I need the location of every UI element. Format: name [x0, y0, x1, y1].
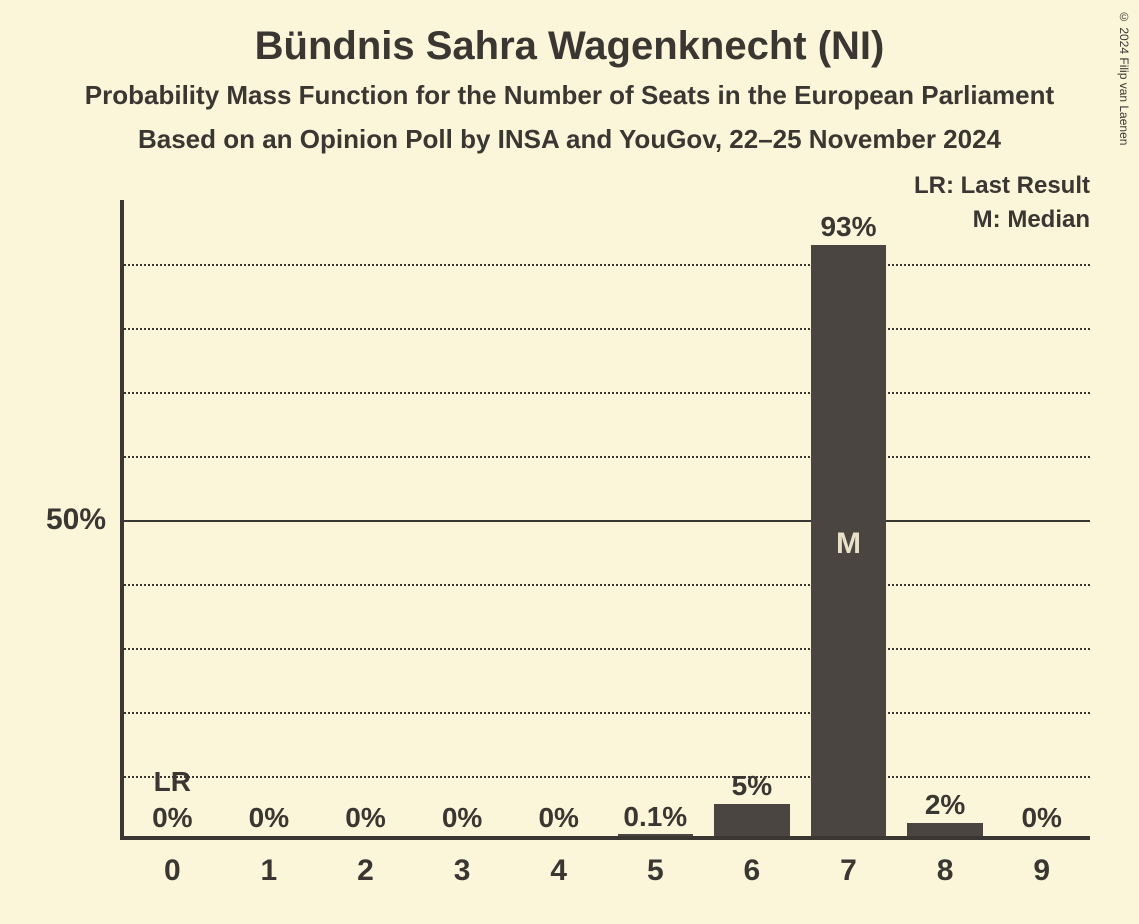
chart-title: Bündnis Sahra Wagenknecht (NI) [0, 24, 1139, 69]
grid-line [124, 648, 1090, 650]
legend-lr: LR: Last Result [914, 172, 1090, 200]
grid-line [124, 456, 1090, 458]
copyright: © 2024 Filip van Laenen [1117, 10, 1131, 145]
bar-value-label: 0% [249, 802, 289, 834]
bar-value-label: 0% [152, 802, 192, 834]
grid-line [124, 328, 1090, 330]
bar-value-label: 0% [442, 802, 482, 834]
legend-m: M: Median [914, 206, 1090, 234]
grid-line [124, 584, 1090, 586]
bar-value-label: 0% [1021, 802, 1061, 834]
chart-subtitle-2: Based on an Opinion Poll by INSA and You… [0, 124, 1139, 155]
grid-line [124, 712, 1090, 714]
grid-line [124, 520, 1090, 522]
last-result-marker: LR [154, 766, 191, 798]
grid-line [124, 264, 1090, 266]
x-tick-label: 2 [357, 840, 374, 888]
bar-value-label: 5% [732, 770, 772, 802]
bar-value-label: 0% [345, 802, 385, 834]
chart-container: Bündnis Sahra Wagenknecht (NI) Probabili… [0, 0, 1139, 924]
x-tick-label: 7 [840, 840, 857, 888]
median-marker: M [836, 527, 861, 561]
grid-line [124, 776, 1090, 778]
bar-value-label: 0% [538, 802, 578, 834]
x-tick-label: 0 [164, 840, 181, 888]
x-tick-label: 5 [647, 840, 664, 888]
plot-area: LR: Last Result M: Median 50%00%LR10%20%… [120, 200, 1090, 840]
bar-value-label: 2% [925, 789, 965, 821]
bar-value-label: 93% [820, 211, 876, 243]
x-tick-label: 9 [1033, 840, 1050, 888]
x-tick-label: 8 [937, 840, 954, 888]
x-tick-label: 6 [744, 840, 761, 888]
grid-line [124, 392, 1090, 394]
bar [907, 823, 982, 836]
x-tick-label: 3 [454, 840, 471, 888]
bar [618, 834, 693, 836]
x-tick-label: 4 [550, 840, 567, 888]
bar [714, 804, 789, 836]
chart-subtitle-1: Probability Mass Function for the Number… [0, 80, 1139, 111]
bar-value-label: 0.1% [623, 801, 687, 833]
legend: LR: Last Result M: Median [914, 172, 1090, 234]
y-tick-label: 50% [46, 503, 120, 537]
x-tick-label: 1 [261, 840, 278, 888]
